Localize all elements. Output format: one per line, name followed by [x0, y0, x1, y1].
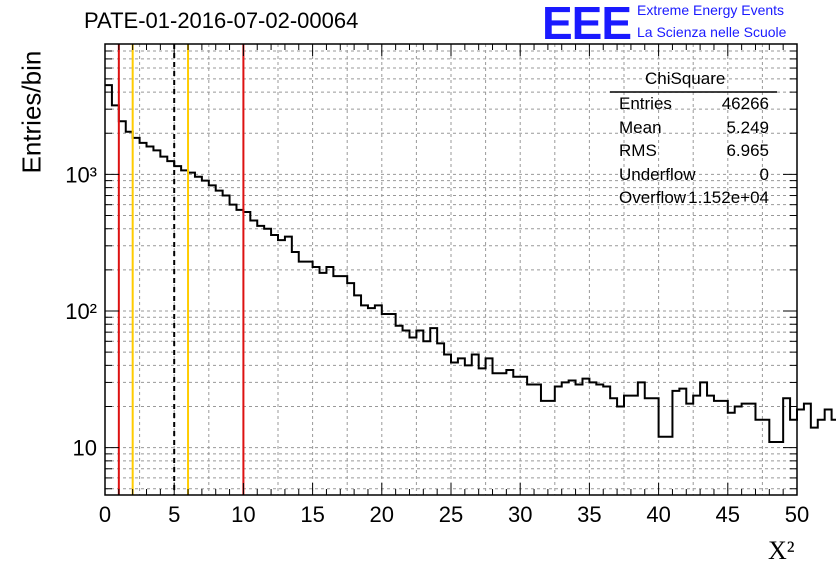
x-tick-label: 50: [785, 502, 809, 527]
x-tick-label: 0: [99, 502, 111, 527]
x-tick-label: 25: [439, 502, 463, 527]
x-tick-label: 30: [508, 502, 532, 527]
stats-value: 0: [759, 164, 769, 184]
stats-label: Overflow: [619, 188, 687, 207]
stats-value: 5.249: [726, 117, 769, 137]
x-tick-label: 20: [370, 502, 394, 527]
y-tick-label: 10³: [65, 162, 97, 187]
eee-logo: EEE: [542, 0, 632, 49]
stats-value: 6.965: [726, 141, 769, 160]
x-tick-label: 15: [300, 502, 324, 527]
x-axis-label: X²: [768, 536, 795, 565]
stats-label: Underflow: [619, 164, 696, 184]
y-tick-label: 10: [73, 436, 97, 461]
x-tick-label: 5: [168, 502, 180, 527]
chart-title: PATE-01-2016-07-02-00064: [84, 8, 359, 33]
x-tick-label: 10: [231, 502, 255, 527]
stats-box-title: ChiSquare: [645, 69, 726, 88]
x-tick-label: 40: [646, 502, 670, 527]
histogram-series: [105, 84, 836, 443]
logo-tagline-1: Extreme Energy Events: [637, 2, 785, 18]
stats-value: 1.152e+04: [688, 188, 769, 207]
y-axis-label: Entries/bin: [16, 50, 47, 174]
y-tick-label: 10²: [65, 299, 97, 324]
stats-label: RMS: [619, 141, 657, 160]
logo-tagline-2: La Scienza nelle Scuole: [637, 24, 787, 40]
stats-label: Mean: [619, 117, 662, 137]
x-tick-label: 35: [577, 502, 601, 527]
x-tick-label: 45: [716, 502, 740, 527]
stats-label: Entries: [619, 94, 672, 113]
stats-value: 46266: [721, 94, 769, 113]
